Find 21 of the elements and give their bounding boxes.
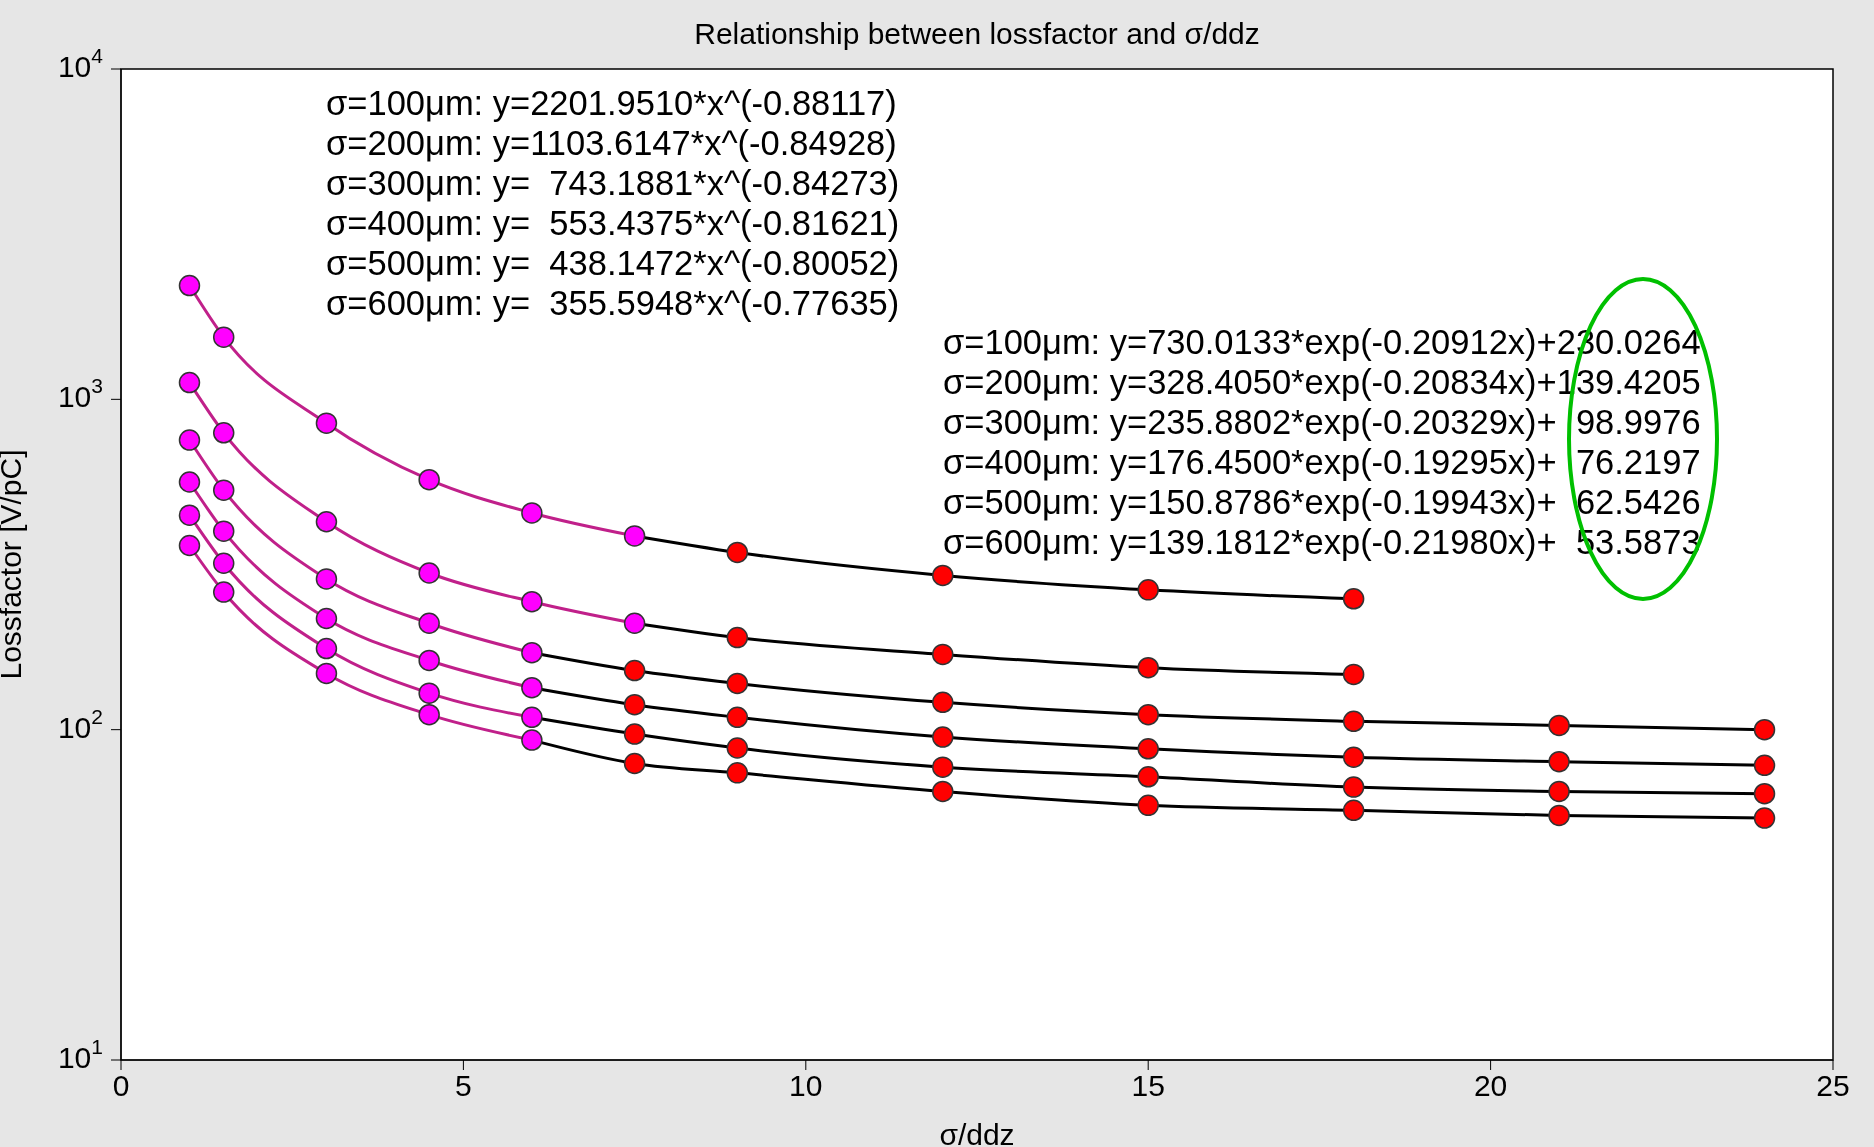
annotation: σ=200μm: y=1103.6147*x^(-0.84928) <box>326 124 897 162</box>
annotation: σ=300μm: y=235.8802*exp(-0.20329x)+ 98.9976 <box>943 403 1701 441</box>
annotation: σ=400μm: y=176.4500*exp(-0.19295x)+ 76.2197 <box>943 443 1701 481</box>
annotation: σ=600μm: y= 355.5948*x^(-0.77635) <box>326 284 900 322</box>
x-tick-label: 15 <box>1131 1069 1165 1102</box>
chart-title: Relationship between lossfactor and σ/ddz <box>694 17 1260 50</box>
x-tick-label: 5 <box>455 1069 472 1102</box>
y-tick-label: 10$^{2}$ <box>57 704 103 744</box>
x-tick-label: 10 <box>789 1069 823 1102</box>
x-tick-label: 20 <box>1473 1069 1508 1102</box>
annotation: σ=500μm: y=150.8786*exp(-0.19943x)+ 62.5426 <box>943 483 1701 521</box>
y-tick-label: 10$^{3}$ <box>57 374 103 414</box>
y-tick-label: 10$^{1}$ <box>57 1035 103 1074</box>
annotation: σ=500μm: y= 438.1472*x^(-0.80052) <box>326 244 900 282</box>
x-axis-title: σ/ddz <box>939 1118 1015 1147</box>
annotation: σ=100μm: y=2201.9510*x^(-0.88117) <box>326 84 897 122</box>
annotation: σ=400μm: y= 553.4375*x^(-0.81621) <box>326 204 900 242</box>
x-tick-label: 0 <box>112 1069 130 1102</box>
annotation: σ=300μm: y= 743.1881*x^(-0.84273) <box>326 164 900 202</box>
y-tick-label: 10$^{4}$ <box>57 44 104 83</box>
x-tick-label: 25 <box>1816 1069 1850 1102</box>
